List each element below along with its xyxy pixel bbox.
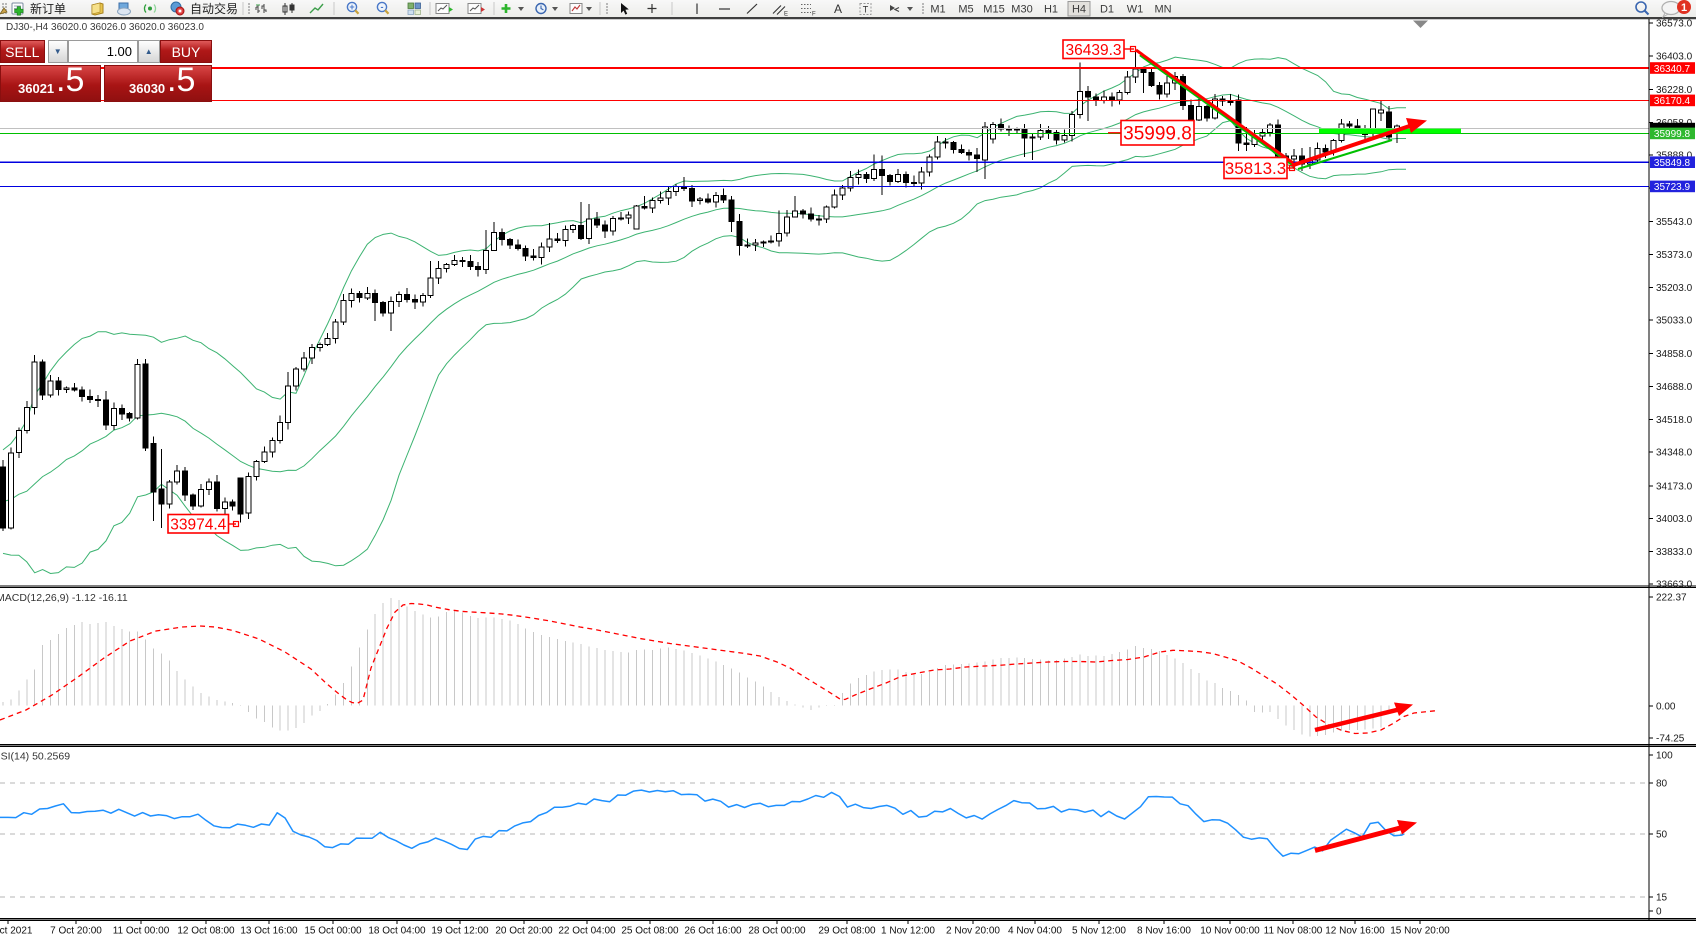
svg-text:M5: M5 — [958, 4, 973, 16]
svg-text:4 Nov 04:00: 4 Nov 04:00 — [1008, 926, 1062, 937]
svg-text:6 Oct 2021: 6 Oct 2021 — [0, 926, 33, 937]
svg-text:-74.25: -74.25 — [1656, 733, 1685, 744]
svg-text:35203.0: 35203.0 — [1656, 283, 1693, 294]
svg-text:25 Oct 08:00: 25 Oct 08:00 — [621, 926, 679, 937]
svg-text:35813.3: 35813.3 — [1225, 159, 1286, 178]
svg-text:22 Oct 04:00: 22 Oct 04:00 — [558, 926, 616, 937]
svg-text:MN: MN — [1154, 4, 1171, 16]
svg-text:80: 80 — [1656, 779, 1668, 790]
svg-text:E: E — [784, 12, 788, 18]
svg-text:35888.0: 35888.0 — [1656, 151, 1693, 162]
svg-text:T: T — [863, 5, 869, 15]
svg-text:H4: H4 — [1072, 4, 1086, 16]
svg-text:35373.0: 35373.0 — [1656, 250, 1693, 261]
svg-text:33974.4: 33974.4 — [170, 516, 226, 533]
svg-text:19 Oct 12:00: 19 Oct 12:00 — [431, 926, 489, 937]
svg-text:-: - — [381, 2, 384, 12]
svg-text:36340.7: 36340.7 — [1654, 64, 1691, 75]
svg-text:36170.4: 36170.4 — [1654, 96, 1691, 107]
svg-text:13 Oct 16:00: 13 Oct 16:00 — [240, 926, 298, 937]
svg-text:自动交易: 自动交易 — [190, 1, 238, 16]
svg-text:M30: M30 — [1011, 4, 1032, 16]
svg-text:100: 100 — [1656, 750, 1673, 761]
svg-text:15: 15 — [1656, 893, 1668, 904]
svg-text:33833.0: 33833.0 — [1656, 547, 1693, 558]
svg-text:M1: M1 — [930, 4, 945, 16]
svg-text:W1: W1 — [1127, 4, 1144, 16]
svg-text:15 Oct 00:00: 15 Oct 00:00 — [304, 926, 362, 937]
svg-text:0.00: 0.00 — [1656, 701, 1676, 712]
svg-text:35723.9: 35723.9 — [1654, 182, 1691, 193]
svg-text:28 Oct 00:00: 28 Oct 00:00 — [748, 926, 806, 937]
svg-text:DJ30-,H4 36020.0 36026.0 3602: DJ30-,H4 36020.0 36026.0 36020.0 36023.0 — [6, 22, 204, 33]
svg-text:36403.0: 36403.0 — [1656, 52, 1693, 63]
svg-text:33663.0: 33663.0 — [1656, 580, 1693, 591]
svg-text:11 Nov 08:00: 11 Nov 08:00 — [1264, 926, 1323, 937]
svg-text:34688.0: 34688.0 — [1656, 382, 1693, 393]
svg-text:50: 50 — [1656, 830, 1668, 841]
svg-text:RSI(14) 50.2569: RSI(14) 50.2569 — [0, 751, 70, 763]
svg-text:F: F — [812, 12, 816, 18]
svg-text:36228.0: 36228.0 — [1656, 85, 1693, 96]
svg-text:36439.3: 36439.3 — [1065, 42, 1121, 59]
svg-text:H1: H1 — [1044, 4, 1058, 16]
svg-text:MACD(12,26,9) -1.12 -16.11: MACD(12,26,9) -1.12 -16.11 — [0, 592, 128, 604]
svg-text:5 Nov 12:00: 5 Nov 12:00 — [1072, 926, 1126, 937]
svg-text:34518.0: 34518.0 — [1656, 415, 1693, 426]
svg-text:A: A — [834, 2, 842, 16]
svg-text:7 Oct 20:00: 7 Oct 20:00 — [50, 926, 102, 937]
svg-text:+: + — [349, 2, 354, 12]
svg-text:新订单: 新订单 — [30, 1, 66, 16]
svg-text:0: 0 — [1656, 907, 1662, 918]
svg-text:8 Nov 16:00: 8 Nov 16:00 — [1137, 926, 1191, 937]
svg-text:29 Oct 08:00: 29 Oct 08:00 — [818, 926, 876, 937]
svg-text:34003.0: 34003.0 — [1656, 514, 1693, 525]
svg-text:35999.8: 35999.8 — [1123, 124, 1192, 145]
svg-text:34858.0: 34858.0 — [1656, 349, 1693, 360]
svg-text:D1: D1 — [1100, 4, 1114, 16]
svg-text:222.37: 222.37 — [1656, 593, 1687, 604]
svg-text:35999.8: 35999.8 — [1654, 129, 1691, 140]
svg-text:18 Oct 04:00: 18 Oct 04:00 — [368, 926, 426, 937]
svg-text:35033.0: 35033.0 — [1656, 316, 1693, 327]
svg-text:2 Nov 20:00: 2 Nov 20:00 — [946, 926, 1000, 937]
svg-text:10 Nov 00:00: 10 Nov 00:00 — [1200, 926, 1260, 937]
svg-text:12 Nov 16:00: 12 Nov 16:00 — [1325, 926, 1385, 937]
svg-text:35849.8: 35849.8 — [1654, 158, 1691, 169]
svg-text:M15: M15 — [983, 4, 1004, 16]
svg-text:1 Nov 12:00: 1 Nov 12:00 — [881, 926, 935, 937]
svg-text:35543.0: 35543.0 — [1656, 217, 1693, 228]
svg-text:20 Oct 20:00: 20 Oct 20:00 — [495, 926, 553, 937]
svg-text:11 Oct 00:00: 11 Oct 00:00 — [113, 926, 170, 937]
svg-text:34173.0: 34173.0 — [1656, 481, 1693, 492]
svg-text:26 Oct 16:00: 26 Oct 16:00 — [684, 926, 742, 937]
svg-text:34348.0: 34348.0 — [1656, 448, 1693, 459]
svg-text:15 Nov 20:00: 15 Nov 20:00 — [1390, 926, 1450, 937]
svg-text:36573.0: 36573.0 — [1656, 19, 1693, 30]
svg-text:12 Oct 08:00: 12 Oct 08:00 — [177, 926, 235, 937]
svg-text:1: 1 — [1681, 2, 1687, 14]
